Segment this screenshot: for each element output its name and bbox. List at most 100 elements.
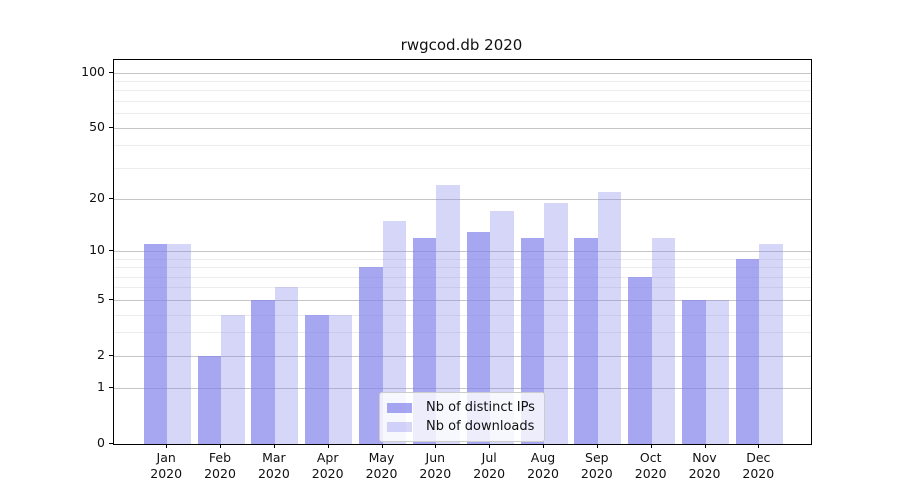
x-tick-label: Jan 2020 <box>134 450 198 482</box>
y-tick-label: 0 <box>97 435 105 450</box>
y-gridline-major <box>114 72 811 74</box>
x-tick-month: Mar <box>262 450 286 465</box>
x-tick-year: 2020 <box>257 466 290 481</box>
y-tick-mark <box>109 197 113 199</box>
y-gridline-minor <box>114 314 811 316</box>
bar-distinct-ips <box>628 276 652 444</box>
y-gridline-minor <box>114 145 811 147</box>
bar-downloads <box>759 244 783 444</box>
y-gridline-minor <box>114 287 811 289</box>
legend-label-distinct-ips: Nb of distinct IPs <box>426 400 535 415</box>
x-tick-mark <box>327 444 329 448</box>
x-tick-label: Mar 2020 <box>242 450 306 482</box>
bar-distinct-ips <box>359 267 383 444</box>
x-tick-month: Apr <box>316 450 339 465</box>
bar-distinct-ips <box>466 231 491 444</box>
bar-downloads <box>167 244 191 444</box>
y-gridline-minor <box>114 80 811 82</box>
bar-downloads <box>490 211 514 444</box>
x-tick-mark <box>273 444 275 448</box>
bar-distinct-ips <box>574 237 598 444</box>
x-tick-mark <box>543 444 544 448</box>
x-tick-year: 2020 <box>419 466 452 481</box>
y-tick-label: 10 <box>89 242 105 257</box>
x-tick-year: 2020 <box>311 466 344 481</box>
bar-distinct-ips <box>251 299 275 444</box>
x-tick-year: 2020 <box>204 466 236 481</box>
legend-item-downloads: Nb of downloads <box>387 417 535 436</box>
y-gridline-minor <box>114 100 811 102</box>
legend-swatch-downloads <box>387 421 412 432</box>
x-tick-month: Dec <box>746 450 771 465</box>
x-tick-mark <box>435 444 437 448</box>
x-tick-month: Jan <box>156 450 176 465</box>
bar-distinct-ips <box>197 355 221 444</box>
bar-distinct-ips <box>735 258 760 444</box>
x-tick-mark <box>596 444 598 448</box>
bar-distinct-ips <box>305 314 329 444</box>
x-tick-label: May 2020 <box>350 450 414 482</box>
y-gridline-major <box>114 198 811 200</box>
x-tick-month: Jul <box>481 450 497 465</box>
x-tick-mark <box>220 444 221 448</box>
y-gridline-minor <box>114 113 811 115</box>
x-tick-label: Jul 2020 <box>457 450 521 482</box>
y-tick-mark <box>109 126 113 128</box>
y-tick-mark <box>109 443 113 444</box>
y-tick-label: 100 <box>81 63 105 79</box>
chart-title: rwgcod.db 2020 <box>400 36 523 54</box>
x-tick-month: Feb <box>208 450 232 465</box>
y-tick-label: 50 <box>89 118 105 134</box>
x-tick-label: Oct 2020 <box>619 450 683 482</box>
bar-downloads <box>382 220 406 444</box>
x-tick-year: 2020 <box>473 466 506 481</box>
x-tick-mark <box>704 444 706 448</box>
x-tick-label: Dec 2020 <box>726 450 790 482</box>
x-tick-label: Sep 2020 <box>565 450 629 482</box>
x-tick-label: Aug 2020 <box>511 450 575 482</box>
bar-downloads <box>544 202 568 444</box>
y-gridline-major <box>114 127 811 129</box>
x-tick-mark <box>650 444 652 448</box>
bar-downloads <box>221 314 245 444</box>
y-gridline-minor <box>114 90 811 92</box>
x-tick-month: Jun <box>425 450 446 465</box>
y-gridline-minor <box>114 167 811 169</box>
x-tick-year: 2020 <box>688 466 721 481</box>
y-tick-label: 1 <box>97 379 105 395</box>
bar-distinct-ips <box>682 299 706 444</box>
x-tick-label: Jun 2020 <box>403 450 467 482</box>
legend-label-downloads: Nb of downloads <box>426 419 535 434</box>
x-tick-mark <box>166 444 168 448</box>
y-tick-label: 2 <box>97 346 105 362</box>
bar-downloads <box>651 237 676 444</box>
x-tick-year: 2020 <box>150 466 183 481</box>
x-tick-mark <box>758 444 760 448</box>
x-tick-month: May <box>368 450 395 465</box>
y-gridline-minor <box>114 276 811 278</box>
y-gridline-minor <box>114 267 811 269</box>
x-tick-mark <box>381 444 383 448</box>
y-tick-mark <box>109 354 113 356</box>
y-gridline-minor <box>114 258 811 260</box>
y-gridline-major <box>114 388 811 390</box>
legend-item-distinct-ips: Nb of distinct IPs <box>387 398 535 417</box>
x-tick-year: 2020 <box>527 466 559 481</box>
y-gridline-major <box>114 299 811 301</box>
bar-downloads <box>274 287 299 444</box>
legend-swatch-distinct-ips <box>387 402 412 413</box>
y-tick-label: 5 <box>97 290 105 306</box>
bar-downloads <box>328 314 353 444</box>
bar-downloads <box>705 299 729 444</box>
x-tick-label: Nov 2020 <box>673 450 737 482</box>
bar-distinct-ips <box>143 244 168 444</box>
x-tick-month: Oct <box>639 450 662 465</box>
y-gridline-major <box>114 355 811 357</box>
y-tick-mark <box>109 71 113 73</box>
x-tick-month: Aug <box>530 450 556 465</box>
plot-area: Nb of distinct IPs Nb of downloads <box>113 59 812 445</box>
y-tick-mark <box>109 250 113 251</box>
x-tick-label: Apr 2020 <box>296 450 360 482</box>
x-tick-year: 2020 <box>634 466 667 481</box>
